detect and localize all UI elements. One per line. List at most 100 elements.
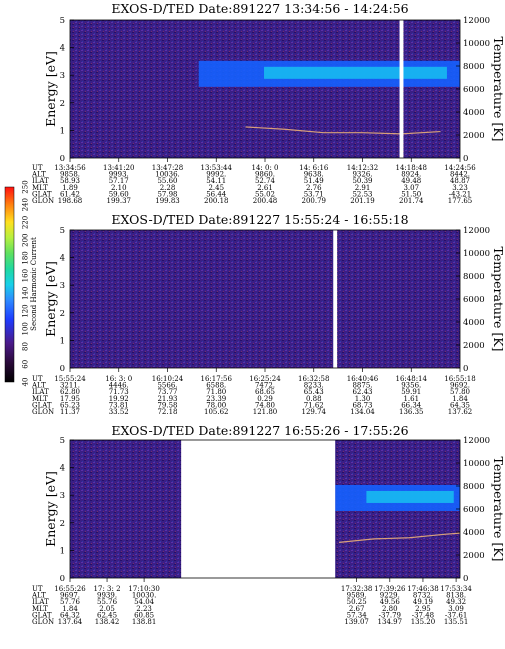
table-cell: 199.83 bbox=[155, 197, 180, 205]
table-cell: 136.35 bbox=[399, 408, 424, 416]
table-cell: 17:10:30 bbox=[128, 585, 159, 593]
table-cell: 9939. bbox=[97, 592, 117, 600]
table-cell: 49.32 bbox=[446, 598, 466, 606]
table-cell: 3211. bbox=[60, 382, 80, 390]
table-cell: 9992. bbox=[206, 171, 226, 179]
y-tick-label: 1 bbox=[60, 126, 65, 136]
table-cell: 60.85 bbox=[134, 611, 154, 619]
table-cell: 21.93 bbox=[157, 395, 177, 403]
table-cell: 73.81 bbox=[109, 401, 129, 409]
table-cell: 2.95 bbox=[415, 605, 431, 613]
table-cell: 138.42 bbox=[95, 618, 120, 626]
y-tick-label: 4 bbox=[60, 254, 65, 264]
panel-3-title: EXOS-D/TED Date:891227 16:55:26 - 17:55:… bbox=[111, 423, 408, 438]
table-cell: 71.73 bbox=[109, 388, 129, 396]
y-tick-label: 3 bbox=[60, 71, 65, 81]
table-cell: 2.05 bbox=[99, 605, 115, 613]
table-cell: 129.74 bbox=[302, 408, 327, 416]
table-cell: 57.80 bbox=[450, 388, 470, 396]
table-cell: 2.80 bbox=[382, 605, 398, 613]
table-cell: 53.71 bbox=[304, 190, 324, 198]
table-row-label: GLAT bbox=[32, 401, 52, 409]
table-cell: 49.48 bbox=[401, 177, 421, 185]
y-tick-label: 5 bbox=[60, 16, 65, 26]
table-row-label: GLON bbox=[32, 197, 54, 205]
table-cell: 4446. bbox=[109, 382, 129, 390]
y2-tick-label: 2000 bbox=[463, 131, 485, 141]
table-row-label: ILAT bbox=[32, 598, 49, 606]
table-cell: 50.39 bbox=[352, 177, 372, 185]
y2-tick-label: 4000 bbox=[463, 108, 485, 118]
table-cell: 13:34:56 bbox=[54, 164, 86, 172]
y-tick-label: 1 bbox=[60, 336, 65, 346]
y2-tick-label: 12000 bbox=[463, 226, 490, 236]
table-cell: 137.62 bbox=[448, 408, 473, 416]
table-cell: 50.25 bbox=[347, 598, 367, 606]
table-cell: 2.91 bbox=[355, 184, 371, 192]
table-cell: 17.95 bbox=[60, 395, 80, 403]
table-cell: 13:53:44 bbox=[201, 164, 233, 172]
table-cell: 57.98 bbox=[157, 190, 177, 198]
temperature-trace bbox=[339, 532, 461, 543]
table-cell: -43.21 bbox=[449, 190, 471, 198]
colorbar-tick: 220 bbox=[22, 216, 30, 229]
table-cell: 5566. bbox=[157, 382, 177, 390]
table-cell: 17: 3: 2 bbox=[94, 585, 121, 593]
table-cell: 68.73 bbox=[352, 401, 372, 409]
panel-2-y2label: Temperature [K] bbox=[491, 247, 505, 352]
panel-3: EXOS-D/TED Date:891227 16:55:26 - 17:55:… bbox=[31, 423, 505, 626]
table-cell: 134.97 bbox=[378, 618, 403, 626]
table-cell: 2.45 bbox=[208, 184, 224, 192]
colorbar-tick: 140 bbox=[22, 287, 30, 300]
y-tick-label: 3 bbox=[60, 281, 65, 291]
table-cell: 200.48 bbox=[253, 197, 278, 205]
table-cell: 17:46:38 bbox=[407, 585, 438, 593]
table-cell: 1.89 bbox=[62, 184, 78, 192]
table-cell: 62.43 bbox=[352, 388, 372, 396]
table-cell: 16:55:26 bbox=[54, 585, 86, 593]
table-cell: 65.43 bbox=[304, 388, 324, 396]
table-cell: 57.17 bbox=[109, 177, 129, 185]
y2-tick-label: 2000 bbox=[463, 341, 485, 351]
colorbar: 40 60 80 100 120 140 160 180 200 220 240 250 Second… bbox=[4, 180, 38, 387]
table-cell: 9860. bbox=[255, 171, 275, 179]
y-tick-label: 2 bbox=[60, 99, 65, 109]
table-cell: 135.51 bbox=[444, 618, 469, 626]
table-cell: 17:53:34 bbox=[440, 585, 472, 593]
y2-tick-label: 8000 bbox=[463, 62, 485, 72]
table-cell: 59.60 bbox=[109, 190, 129, 198]
y2-tick-label: 12000 bbox=[463, 436, 490, 446]
table-cell: 62.45 bbox=[97, 611, 117, 619]
table-cell: 105.62 bbox=[204, 408, 229, 416]
colorbar-tick: 40 bbox=[22, 378, 30, 387]
table-row-label: MLT bbox=[32, 395, 48, 403]
y-tick-label: 5 bbox=[60, 226, 65, 236]
table-row-label: UT bbox=[32, 585, 43, 593]
table-cell: 6588. bbox=[206, 382, 226, 390]
y2-tick-label: 6000 bbox=[463, 85, 485, 95]
y-tick-label: 2 bbox=[60, 519, 65, 529]
panel-2: EXOS-D/TED Date:891227 15:55:24 - 16:55:… bbox=[31, 212, 505, 416]
table-cell: 16:10:24 bbox=[152, 375, 184, 383]
panel-2-plot-area bbox=[70, 230, 460, 368]
table-cell: 2.10 bbox=[111, 184, 127, 192]
table-cell: 51.50 bbox=[401, 190, 421, 198]
y-tick-label: 4 bbox=[60, 44, 65, 54]
table-cell: 16:32:58 bbox=[298, 375, 329, 383]
colorbar-tick: 200 bbox=[22, 233, 30, 246]
table-cell: 198.68 bbox=[58, 197, 83, 205]
table-cell: 56.44 bbox=[206, 190, 227, 198]
table-cell: 16:25:24 bbox=[249, 375, 281, 383]
table-cell: 177.65 bbox=[448, 197, 473, 205]
table-cell: 17:39:26 bbox=[374, 585, 406, 593]
table-cell: 2.28 bbox=[160, 184, 176, 192]
y-tick-label: 3 bbox=[60, 491, 65, 501]
table-cell: 19.92 bbox=[109, 395, 129, 403]
table-cell: 57.76 bbox=[60, 598, 81, 606]
table-cell: 68.65 bbox=[255, 388, 275, 396]
table-cell: 139.07 bbox=[344, 618, 369, 626]
table-cell: 8233. bbox=[304, 382, 324, 390]
y-tick-label: 4 bbox=[60, 464, 65, 474]
y2-tick-label: 0 bbox=[463, 574, 468, 584]
y-tick-label: 1 bbox=[60, 546, 65, 556]
